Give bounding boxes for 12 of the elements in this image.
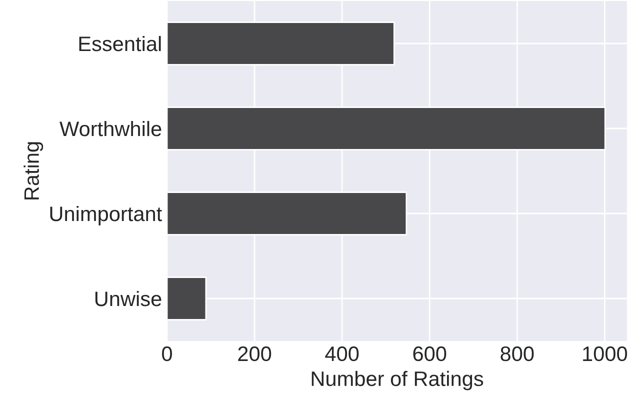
- x-tick-label: 1000: [583, 346, 628, 362]
- y-tick-label: Worthwhile: [60, 120, 162, 136]
- x-tick-label: 800: [500, 346, 534, 362]
- x-tick-label: 600: [413, 346, 446, 362]
- x-tick-label: 400: [325, 346, 359, 362]
- y-axis-title: Rating: [24, 142, 44, 200]
- y-tick-label: Unimportant: [50, 206, 162, 226]
- x-tick-label: 0: [162, 346, 172, 362]
- x-tick-label: 200: [238, 346, 272, 362]
- y-tick-label: Essential: [79, 36, 161, 52]
- x-axis-title: Number of Ratings: [312, 370, 484, 390]
- y-tick-label: Unwise: [95, 290, 162, 306]
